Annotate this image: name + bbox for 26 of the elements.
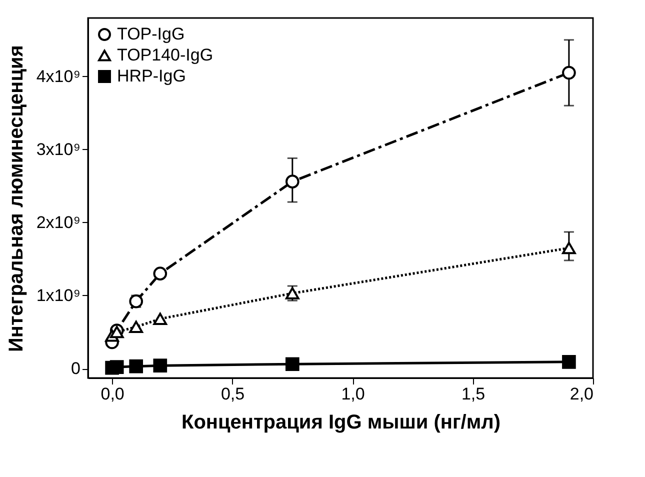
x-axis-title: Концентрация IgG мыши (нг/мл) [181, 412, 501, 434]
point [562, 355, 576, 369]
point [153, 266, 168, 280]
x-tick-label: 1,0 [341, 384, 365, 404]
point [110, 360, 124, 374]
x-tick-label: 1,5 [461, 384, 486, 404]
x-tick-label: 0,0 [100, 384, 124, 404]
point [285, 357, 300, 372]
x-tick-label: 0,5 [220, 384, 245, 404]
point [562, 66, 576, 80]
y-axis-title: Интегральная люминесценция [5, 45, 28, 352]
legend-label: TOP140-IgG [117, 46, 214, 64]
y-tick-label: 1x10⁹ [36, 286, 80, 305]
x-tick-label: 2,0 [570, 384, 594, 404]
legend-label: TOP-IgG [117, 24, 185, 44]
point [129, 359, 144, 374]
point [153, 358, 168, 372]
y-tick-label: 3x10⁹ [36, 140, 80, 159]
y-tick-label: 4x10⁹ [36, 66, 80, 86]
point [153, 312, 168, 325]
point [562, 242, 576, 254]
point [129, 320, 144, 334]
point [285, 174, 300, 188]
y-tick-label: 2x10⁹ [36, 212, 80, 232]
legend-label: HRP-IgG [117, 66, 186, 86]
y-tick-label: 0 [71, 359, 80, 378]
